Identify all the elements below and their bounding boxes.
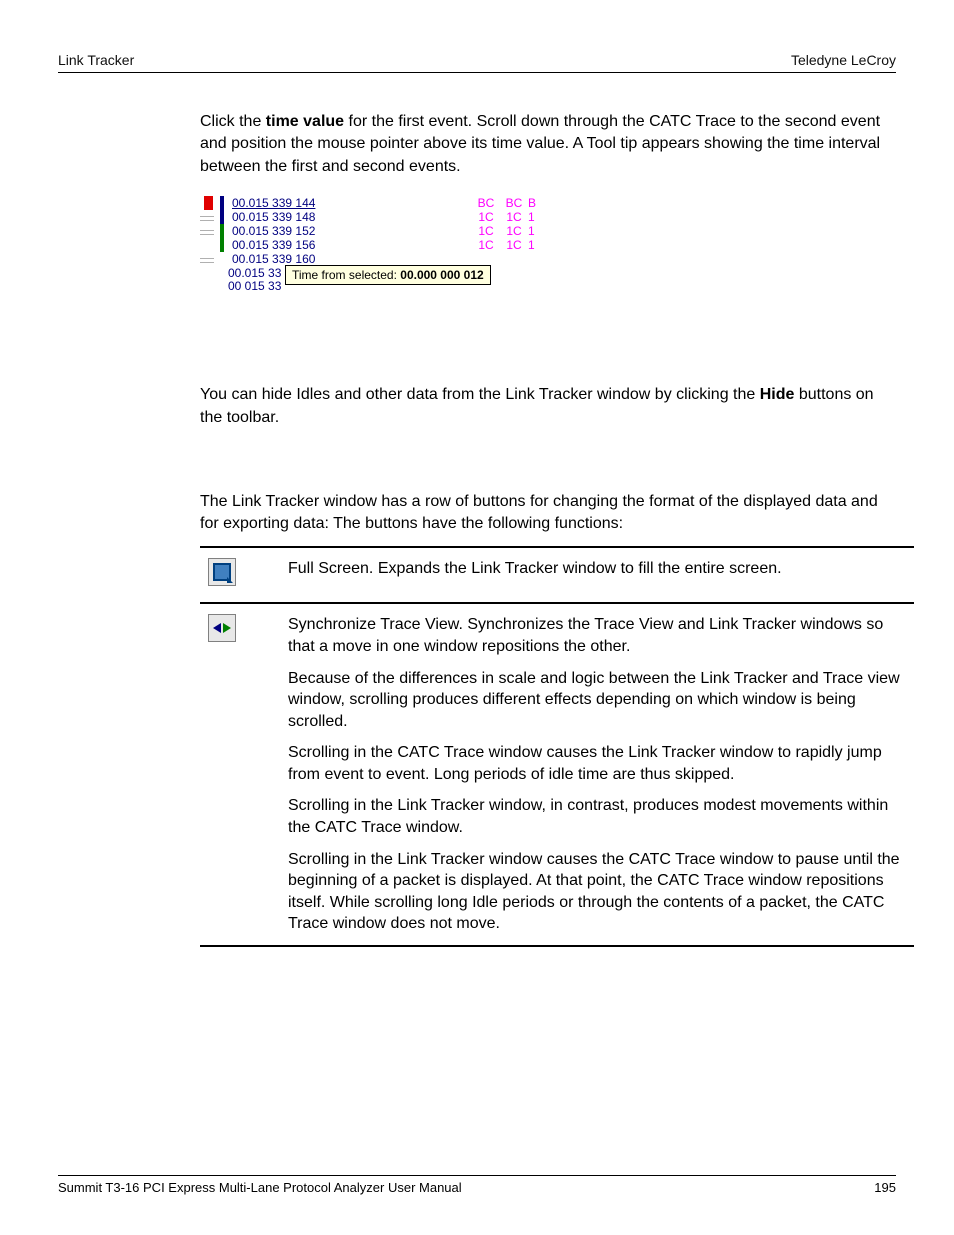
desc-cell: Synchronize Trace View. Synchronizes the… — [280, 603, 914, 946]
header-rule — [58, 72, 896, 73]
table-row: Full Screen. Expands the Link Tracker wi… — [200, 547, 914, 604]
lane-code: BC — [472, 196, 500, 210]
desc-cell: Full Screen. Expands the Link Tracker wi… — [280, 547, 914, 604]
row-marker — [200, 210, 220, 224]
header-right: Teledyne LeCroy — [791, 52, 896, 68]
time-value[interactable]: 00.015 339 160 — [228, 252, 472, 266]
icon-cell — [200, 547, 280, 604]
intro-paragraph-1: Click the time value for the first event… — [200, 111, 896, 178]
intro-paragraph-2: You can hide Idles and other data from t… — [200, 384, 896, 429]
tooltip-row: 00.015 33 00 015 33 Time from selected: … — [200, 266, 542, 294]
toolbar-functions-table: Full Screen. Expands the Link Tracker wi… — [200, 546, 914, 947]
header-left: Link Tracker — [58, 52, 134, 68]
lane-code: 1C — [500, 224, 528, 238]
icon-cell — [200, 603, 280, 946]
row-marker — [200, 238, 220, 252]
time-value[interactable]: 00.015 339 152 — [228, 224, 472, 238]
lane-code: 1C — [472, 238, 500, 252]
page: Link Tracker Teledyne LeCroy Click the t… — [0, 0, 954, 1235]
table-row: Synchronize Trace View. Synchronizes the… — [200, 603, 914, 946]
lane-code: 1C — [500, 210, 528, 224]
lane-code-cut: 1 — [528, 210, 542, 224]
lane-code-cut: B — [528, 196, 542, 210]
trace-row: 00.015 339 160 — [200, 252, 542, 266]
footer-rule — [58, 1175, 896, 1176]
lane-code-cut — [528, 252, 542, 266]
lane-code — [472, 252, 500, 266]
lane-code-cut: 1 — [528, 224, 542, 238]
time-value[interactable]: 00.015 339 148 — [228, 210, 472, 224]
lane-code: 1C — [472, 224, 500, 238]
trace-row: 00.015 339 1561C1C1 — [200, 238, 542, 252]
lane-code: BC — [500, 196, 528, 210]
lane-code-cut: 1 — [528, 238, 542, 252]
intro-paragraph-3: The Link Tracker window has a row of but… — [200, 491, 896, 536]
page-footer: Summit T3-16 PCI Express Multi-Lane Prot… — [58, 1175, 896, 1195]
lane-code: 1C — [500, 238, 528, 252]
time-value[interactable]: 00.015 339 144 — [228, 196, 472, 210]
trace-screenshot: 00.015 339 144BCBCB00.015 339 1481C1C100… — [200, 196, 542, 294]
row-marker — [200, 196, 220, 210]
trace-row: 00.015 339 144BCBCB — [200, 196, 542, 210]
lane-code — [500, 252, 528, 266]
row-marker — [200, 224, 220, 238]
footer-right: 195 — [874, 1180, 896, 1195]
partial-time-1: 00.015 33 — [228, 266, 281, 280]
fullscreen-icon[interactable] — [208, 558, 236, 586]
partial-time-2: 00 015 33 — [228, 279, 281, 293]
time-value[interactable]: 00.015 339 156 — [228, 238, 472, 252]
trace-row: 00.015 339 1481C1C1 — [200, 210, 542, 224]
time-tooltip: Time from selected: 00.000 000 012 — [285, 265, 491, 285]
page-header: Link Tracker Teledyne LeCroy — [58, 52, 896, 68]
sync-trace-icon[interactable] — [208, 614, 236, 642]
footer-left: Summit T3-16 PCI Express Multi-Lane Prot… — [58, 1180, 462, 1195]
row-marker — [200, 252, 220, 266]
trace-row: 00.015 339 1521C1C1 — [200, 224, 542, 238]
lane-code: 1C — [472, 210, 500, 224]
